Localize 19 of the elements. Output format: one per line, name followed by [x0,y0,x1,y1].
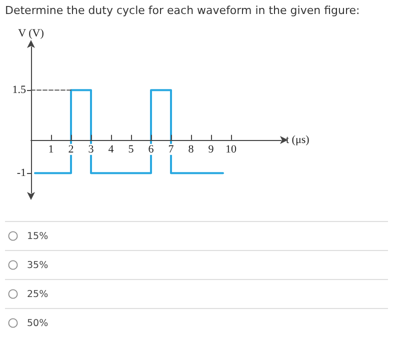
x-tick-label: 4 [108,143,114,156]
y-tick-label: 1.5 [12,84,26,96]
chart-title: Determine the duty cycle for each waveform in the given figure: [5,4,360,17]
text: 50% [27,318,48,328]
x-tick-label: 5 [128,143,134,156]
x-tick-label: 6 [148,143,154,156]
x-tick-label: 7 [168,143,174,156]
x-tick-label: 8 [188,143,194,156]
y-axis-title: V (V) [18,28,44,40]
x-tick-label: 2 [68,143,74,156]
text: 15% [27,230,48,242]
x-axis-title: t (μs) [286,134,310,146]
y-tick-label: -1 [16,167,26,180]
text: 25% [27,288,48,300]
text: 35% [27,260,48,270]
x-tick-label: 9 [208,143,214,156]
x-tick-label: 10 [226,143,237,156]
x-tick-label: 1 [48,143,54,156]
x-tick-label: 3 [88,143,94,156]
